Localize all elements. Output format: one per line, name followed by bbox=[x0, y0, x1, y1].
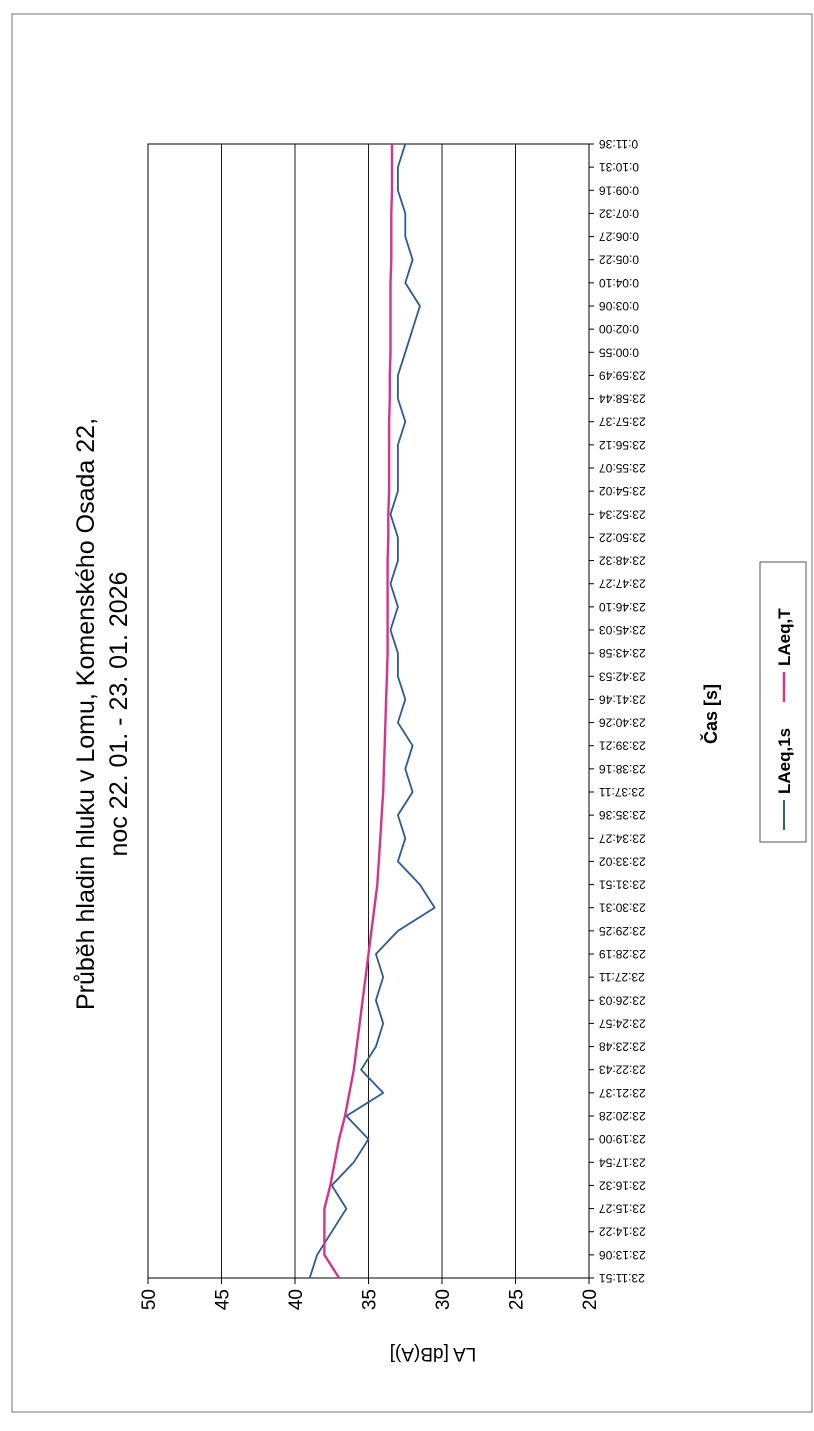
x-tick-label-32: 23:50:22 bbox=[599, 530, 646, 544]
x-tick-label-19: 23:34:27 bbox=[599, 831, 646, 845]
x-tick-label-6: 23:19:00 bbox=[599, 1132, 646, 1146]
x-tick-label-7: 23:20:28 bbox=[599, 1109, 646, 1123]
x-tick-label-37: 23:57:37 bbox=[599, 415, 646, 429]
x-tick-label-41: 0:02:00 bbox=[599, 322, 639, 336]
x-tick-label-1: 23:13:06 bbox=[599, 1248, 646, 1262]
x-tick-label-20: 23:35:36 bbox=[599, 808, 646, 822]
x-tick-label-27: 23:43:58 bbox=[599, 646, 646, 660]
x-tick-label-2: 23:14:22 bbox=[599, 1225, 646, 1239]
x-tick-label-23: 23:39:21 bbox=[599, 739, 646, 753]
x-tick-label-15: 23:29:25 bbox=[599, 924, 646, 938]
y-tick-label-40: 40 bbox=[286, 1289, 307, 1310]
x-tick-label-49: 0:11:36 bbox=[599, 137, 638, 151]
legend: LAeq,1s LAeq,T bbox=[759, 561, 807, 843]
x-tick-label-43: 0:04:10 bbox=[599, 276, 639, 290]
x-tick-label-11: 23:24:57 bbox=[599, 1016, 646, 1030]
x-tick-label-9: 23:22:43 bbox=[599, 1063, 646, 1077]
y-tick-label-20: 20 bbox=[580, 1289, 601, 1310]
legend-label-laeq-1s: LAeq,1s bbox=[775, 728, 794, 794]
chart-subtitle: noc 22. 01. - 23. 01. 2026 bbox=[105, 572, 133, 857]
series-line-laeq-1s bbox=[308, 143, 436, 1279]
y-tick-label-35: 35 bbox=[360, 1289, 381, 1310]
x-tick-label-42: 0:03:06 bbox=[599, 299, 639, 313]
y-tick-label-45: 45 bbox=[213, 1289, 234, 1310]
chart-title: Průběh hladin hluku v Lomu, Komenského O… bbox=[72, 418, 100, 1010]
series-line-laeq-t bbox=[323, 144, 394, 1279]
x-tick-label-48: 0:10:31 bbox=[599, 160, 639, 174]
x-tick-label-34: 23:54:02 bbox=[599, 484, 646, 498]
y-tick-label-25: 25 bbox=[507, 1289, 528, 1310]
x-tick-label-46: 0:07:32 bbox=[599, 206, 639, 220]
y-axis-label: LA [dB(A)] bbox=[390, 1343, 477, 1364]
x-tick-label-18: 23:33:02 bbox=[599, 854, 646, 868]
x-tick-label-16: 23:30:31 bbox=[599, 901, 646, 915]
x-tick-label-13: 23:27:11 bbox=[599, 970, 645, 984]
x-axis-label: Čas [s] bbox=[700, 684, 721, 744]
x-tick-label-28: 23:45:03 bbox=[599, 623, 646, 637]
x-tick-label-44: 0:05:22 bbox=[599, 253, 639, 267]
x-tick-label-14: 23:28:19 bbox=[599, 947, 646, 961]
x-tick-label-12: 23:26:03 bbox=[599, 993, 646, 1007]
x-tick-label-33: 23:52:34 bbox=[599, 507, 646, 521]
x-tick-label-31: 23:48:32 bbox=[599, 554, 646, 568]
x-tick-label-10: 23:23:48 bbox=[599, 1040, 646, 1054]
x-tick-label-24: 23:40:26 bbox=[599, 716, 646, 730]
x-tick-label-36: 23:56:12 bbox=[599, 438, 646, 452]
x-tick-label-35: 23:55:07 bbox=[599, 461, 646, 475]
x-tick-label-8: 23:21:37 bbox=[599, 1086, 646, 1100]
x-tick-label-40: 0:00:55 bbox=[599, 345, 639, 359]
x-tick-label-21: 23:37:11 bbox=[599, 785, 645, 799]
x-tick-label-26: 23:42:53 bbox=[599, 669, 646, 683]
chart-frame bbox=[11, 13, 813, 1413]
x-tick-label-3: 23:15:27 bbox=[599, 1202, 646, 1216]
x-tick-label-17: 23:31:51 bbox=[599, 878, 646, 892]
x-tick-label-39: 23:59:49 bbox=[599, 368, 646, 382]
x-tick-label-47: 0:09:16 bbox=[599, 183, 639, 197]
x-tick-label-25: 23:41:46 bbox=[599, 692, 646, 706]
x-tick-label-30: 23:47:27 bbox=[599, 577, 646, 591]
x-tick-label-5: 23:17:54 bbox=[599, 1155, 646, 1169]
x-tick-label-0: 23:11:51 bbox=[599, 1271, 645, 1285]
x-tick-label-4: 23:16:32 bbox=[599, 1178, 646, 1192]
y-tick-label-30: 30 bbox=[433, 1289, 454, 1310]
y-tick-label-50: 50 bbox=[139, 1289, 160, 1310]
x-tick-label-22: 23:38:16 bbox=[599, 762, 646, 776]
x-tick-label-45: 0:06:27 bbox=[599, 230, 639, 244]
legend-label-laeq-t: LAeq,T bbox=[775, 608, 794, 666]
x-tick-label-29: 23:46:10 bbox=[599, 600, 646, 614]
x-tick-label-38: 23:58:44 bbox=[599, 392, 646, 406]
